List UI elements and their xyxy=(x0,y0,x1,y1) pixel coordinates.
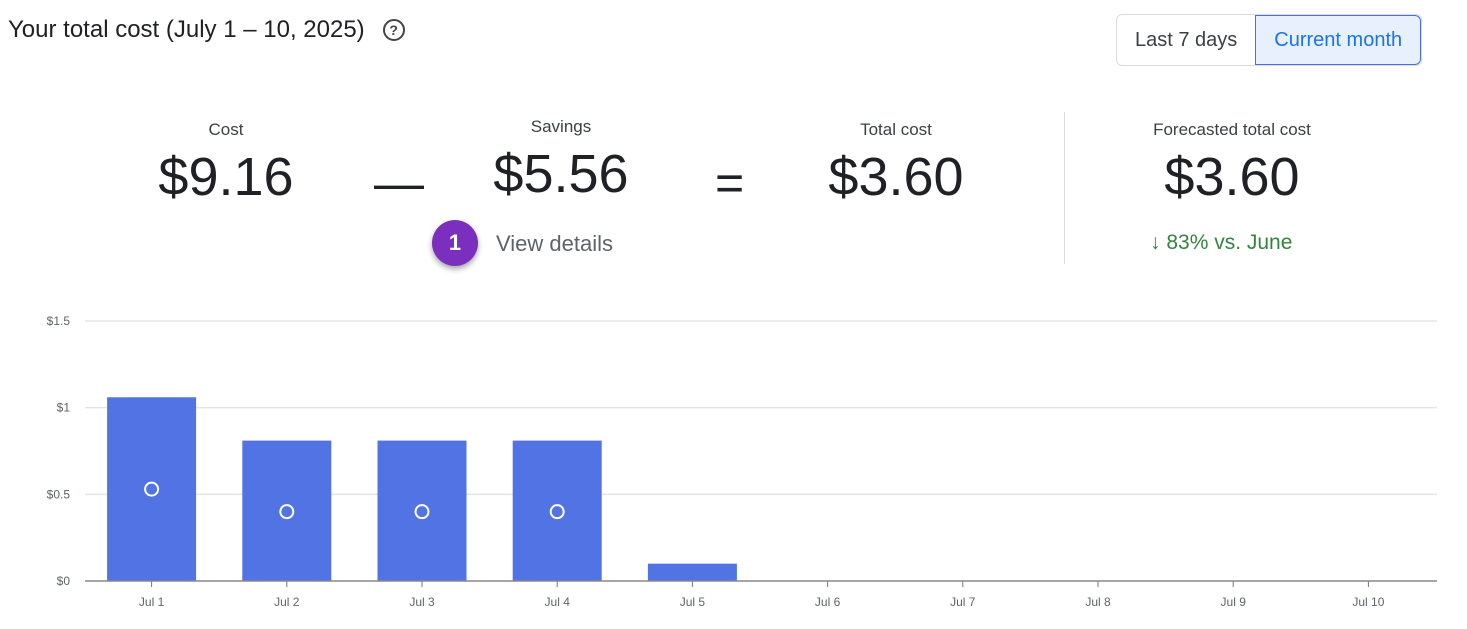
total-cost-metric: Total cost $3.60 xyxy=(796,120,996,208)
bar-marker xyxy=(144,481,160,497)
annotation-badge: 1 xyxy=(432,220,478,266)
total-cost-value: $3.60 xyxy=(828,147,964,207)
cost-value: $9.16 xyxy=(158,147,294,207)
forecast-trend: ↓ 83% vs. June xyxy=(1150,231,1292,255)
savings-label: Savings xyxy=(530,117,592,136)
savings-value: $5.56 xyxy=(493,144,629,204)
minus-operator: — xyxy=(374,155,424,211)
arrow-down-icon: ↓ xyxy=(1150,231,1161,254)
cost-label: Cost xyxy=(208,120,244,139)
bar-marker xyxy=(279,504,295,520)
x-tick-label: Jul 2 xyxy=(274,595,300,609)
x-tick-label: Jul 5 xyxy=(680,595,706,609)
bar xyxy=(512,440,602,581)
y-tick-label: $0.5 xyxy=(47,487,71,501)
x-tick-label: Jul 3 xyxy=(409,595,435,609)
x-tick-label: Jul 10 xyxy=(1352,595,1384,609)
help-circle-icon[interactable]: ? xyxy=(382,19,405,41)
y-tick-label: $1.5 xyxy=(47,314,71,328)
x-tick-label: Jul 7 xyxy=(950,595,976,609)
date-range-toggle: Last 7 days Current month xyxy=(1116,14,1423,66)
bar xyxy=(107,397,197,581)
divider xyxy=(1064,112,1065,264)
toggle-last-7-days[interactable]: Last 7 days xyxy=(1135,28,1238,51)
bar xyxy=(647,563,737,581)
total-cost-label: Total cost xyxy=(860,120,932,139)
savings-metric: Savings $5.56 xyxy=(461,117,661,205)
x-tick-label: Jul 1 xyxy=(139,595,165,609)
toggle-current-month[interactable]: Current month xyxy=(1255,15,1422,65)
bar xyxy=(242,440,332,581)
x-tick-label: Jul 4 xyxy=(545,595,571,609)
cost-metric: Cost $9.16 xyxy=(126,120,326,208)
bar xyxy=(377,440,467,581)
forecast-label: Forecasted total cost xyxy=(1153,120,1311,139)
title-text: Your total cost (July 1 – 10, 2025) xyxy=(8,16,365,43)
y-tick-label: $0 xyxy=(57,574,71,588)
x-tick-label: Jul 9 xyxy=(1221,595,1247,609)
trend-text: 83% vs. June xyxy=(1166,231,1293,254)
x-tick-label: Jul 6 xyxy=(815,595,841,609)
equals-operator: = xyxy=(715,155,745,211)
x-tick-label: Jul 8 xyxy=(1085,595,1111,609)
forecast-metric: Forecasted total cost $3.60 xyxy=(1112,120,1352,208)
view-details-link[interactable]: View details xyxy=(496,231,613,256)
forecast-value: $3.60 xyxy=(1164,147,1300,207)
bar-marker xyxy=(414,504,430,520)
page-title: Your total cost (July 1 – 10, 2025) ? xyxy=(8,16,405,44)
y-tick-label: $1 xyxy=(57,401,71,415)
bar-marker xyxy=(549,504,565,520)
